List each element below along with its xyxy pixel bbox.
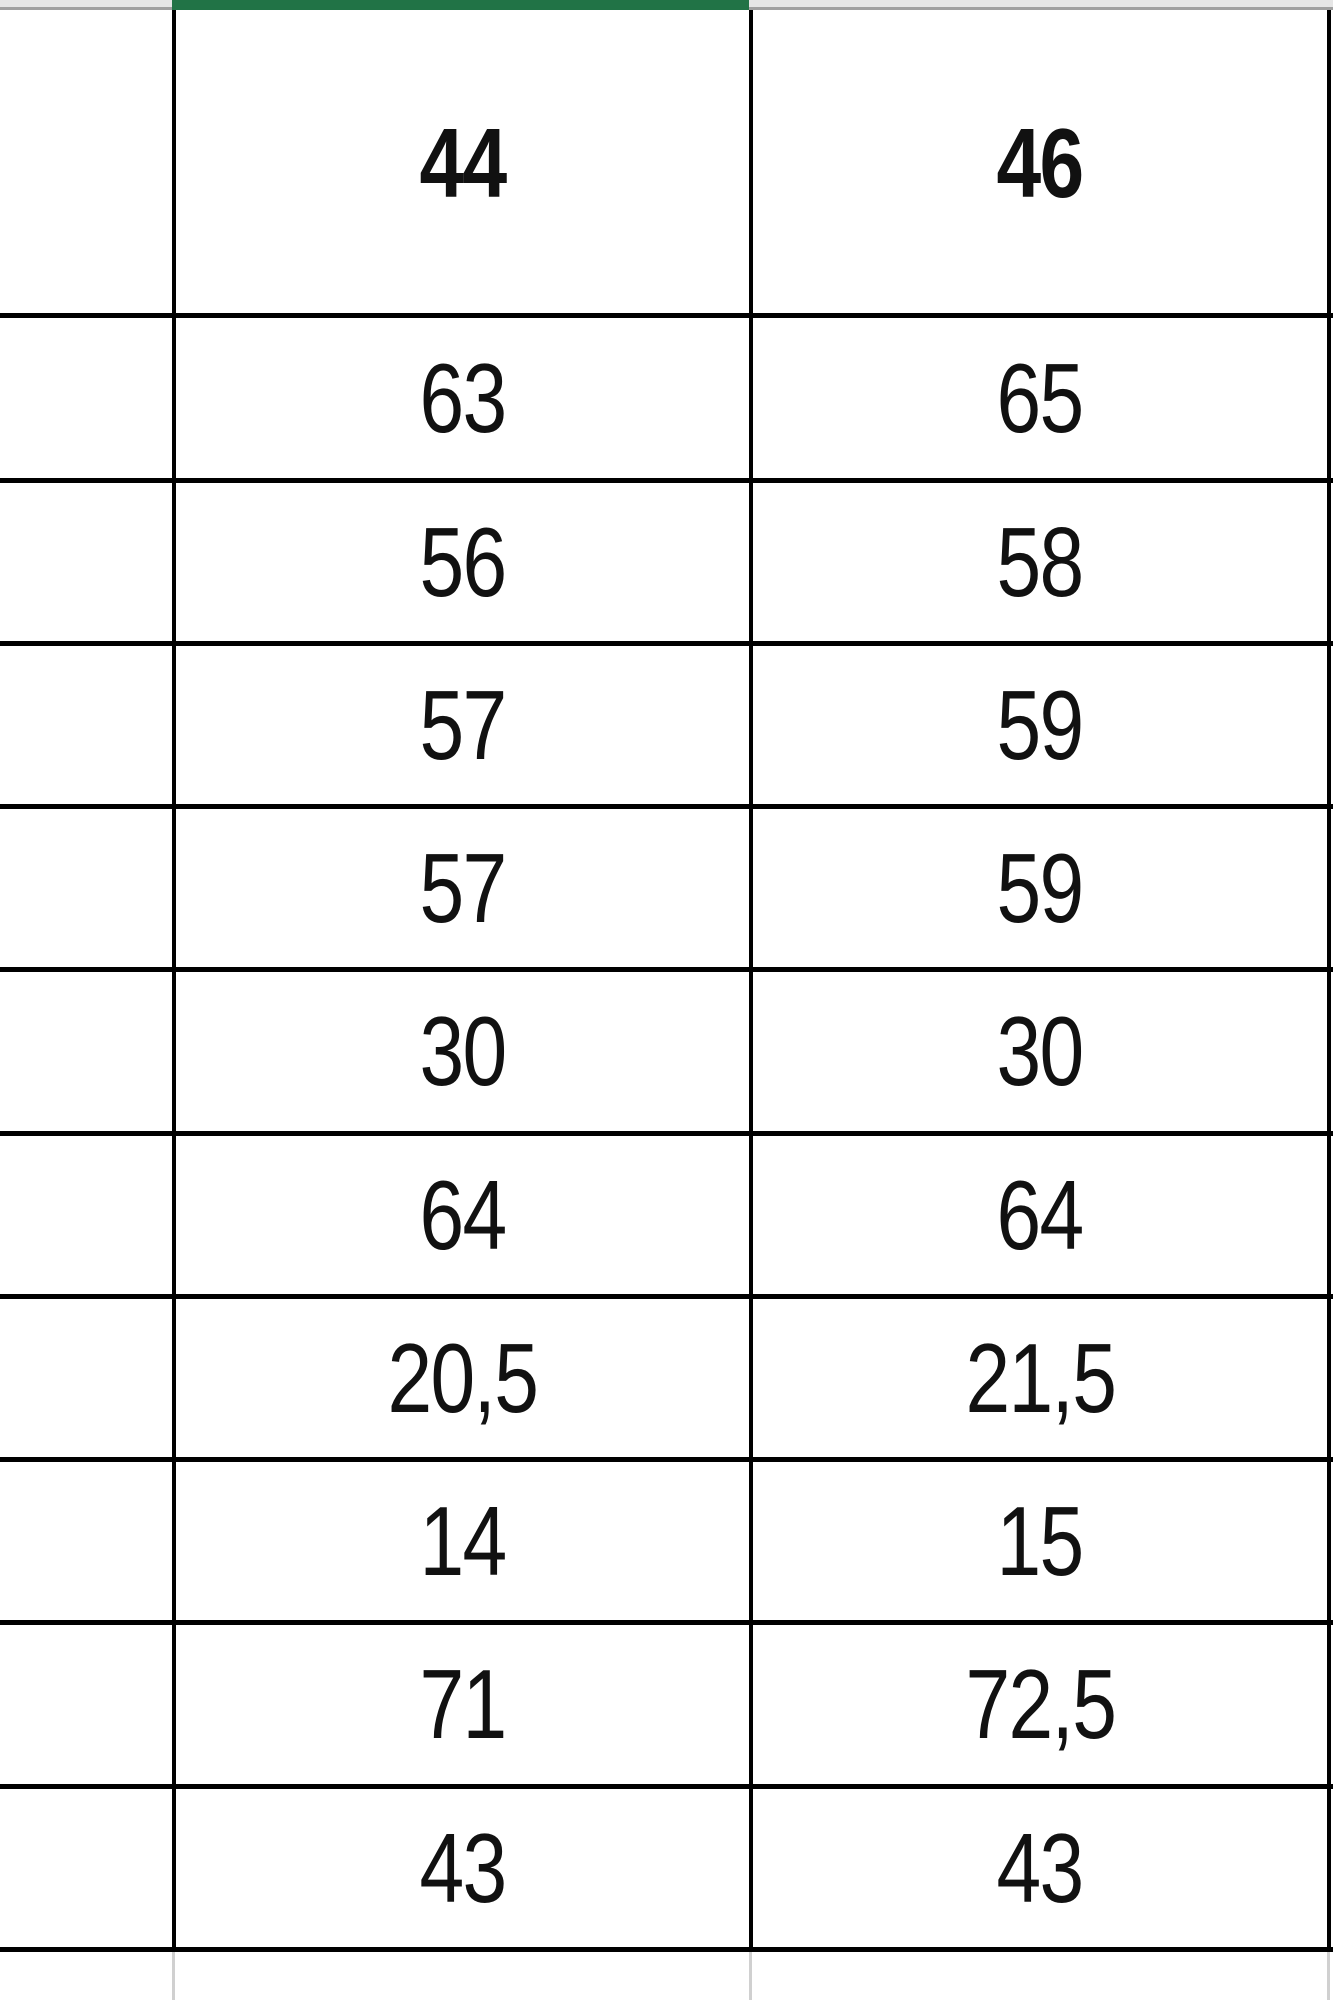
table-cell[interactable]: 63 — [176, 318, 749, 478]
cell-value: 57 — [419, 832, 507, 943]
cell-value: 21,5 — [965, 1322, 1116, 1433]
table-cell[interactable]: 30 — [753, 972, 1327, 1131]
table-cell[interactable]: 56 — [176, 483, 749, 641]
table-cell[interactable]: 65 — [753, 318, 1327, 478]
table-cell[interactable]: 15 — [753, 1462, 1327, 1620]
cell-value: 71 — [419, 1649, 507, 1759]
row-gridline — [0, 313, 1333, 318]
cell-value: 59 — [996, 832, 1085, 943]
cell-value: 30 — [419, 996, 507, 1106]
cell-value: 15 — [996, 1485, 1085, 1596]
table-cell[interactable]: 21,5 — [753, 1299, 1327, 1457]
header-cell[interactable]: 46 — [753, 13, 1327, 313]
cell-value: 20,5 — [387, 1322, 539, 1433]
column-gridline — [749, 10, 753, 1951]
table-cell[interactable]: 64 — [176, 1136, 749, 1294]
cell-value: 63 — [419, 342, 507, 453]
header-cell[interactable]: 44 — [176, 13, 749, 313]
table-cell[interactable]: 72,5 — [753, 1625, 1327, 1784]
table-cell[interactable]: 43 — [753, 1789, 1327, 1947]
row-gridline — [0, 804, 1333, 809]
cell-value: 72,5 — [965, 1649, 1116, 1759]
column-gridline-faint — [172, 1951, 175, 2000]
table-cell[interactable]: 20,5 — [176, 1299, 749, 1457]
row-gridline — [0, 1294, 1333, 1299]
selected-column-indicator — [172, 0, 749, 10]
cell-value: 57 — [419, 669, 507, 780]
row-gridline — [0, 478, 1333, 483]
cell-value: 44 — [419, 107, 507, 218]
cell-value: 64 — [996, 1159, 1085, 1270]
table-cell[interactable]: 58 — [753, 483, 1327, 641]
row-gridline — [0, 641, 1333, 646]
cell-value: 43 — [996, 1812, 1085, 1923]
table-cell[interactable]: 43 — [176, 1789, 749, 1947]
cell-value: 14 — [419, 1485, 507, 1596]
row-gridline — [0, 1457, 1333, 1462]
row-gridline — [0, 967, 1333, 972]
table-cell[interactable]: 30 — [176, 972, 749, 1131]
row-gridline — [0, 1947, 1333, 1952]
cell-value: 64 — [419, 1159, 507, 1270]
row-gridline — [0, 1784, 1333, 1789]
table-cell[interactable]: 57 — [176, 809, 749, 967]
cell-value: 56 — [419, 506, 507, 617]
column-gridline — [1327, 10, 1331, 1951]
table-cell[interactable]: 59 — [753, 646, 1327, 804]
row-gridline — [0, 1131, 1333, 1136]
cell-value: 65 — [996, 342, 1085, 453]
table-cell[interactable]: 14 — [176, 1462, 749, 1620]
row-gridline — [0, 1620, 1333, 1625]
cell-value: 59 — [996, 669, 1085, 780]
cell-value: 30 — [996, 996, 1085, 1106]
cell-value: 43 — [419, 1812, 507, 1923]
cell-value: 46 — [996, 107, 1085, 218]
column-gridline — [172, 10, 176, 1951]
column-gridline-faint — [1327, 1951, 1330, 2000]
column-gridline-faint — [749, 1951, 752, 2000]
table-cell[interactable]: 57 — [176, 646, 749, 804]
table-cell[interactable]: 64 — [753, 1136, 1327, 1294]
table-cell[interactable]: 59 — [753, 809, 1327, 967]
table-cell[interactable]: 71 — [176, 1625, 749, 1784]
cell-value: 58 — [996, 506, 1085, 617]
